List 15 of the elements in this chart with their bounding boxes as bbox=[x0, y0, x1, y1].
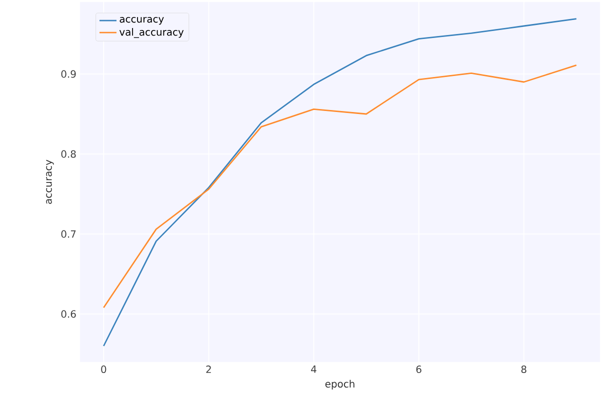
y-tick-label: 0.8 bbox=[61, 150, 76, 158]
y-tick-label: 0.9 bbox=[61, 70, 76, 78]
x-axis-title: epoch bbox=[325, 380, 354, 390]
line-series bbox=[102, 18, 578, 347]
x-tick-label: 6 bbox=[416, 366, 422, 374]
legend-label: accuracy bbox=[120, 16, 164, 25]
x-tick-label: 0 bbox=[101, 366, 106, 374]
line-series bbox=[102, 64, 578, 308]
y-tick-label: 0.7 bbox=[61, 230, 76, 238]
x-tick-label: 8 bbox=[521, 366, 526, 374]
x-tick-label: 4 bbox=[311, 366, 316, 373]
y-axis-title: accuracy bbox=[46, 160, 54, 204]
legend-label: val_accuracy bbox=[119, 28, 184, 38]
x-tick-label: 2 bbox=[206, 366, 211, 373]
y-tick-label: 0.6 bbox=[61, 310, 76, 318]
